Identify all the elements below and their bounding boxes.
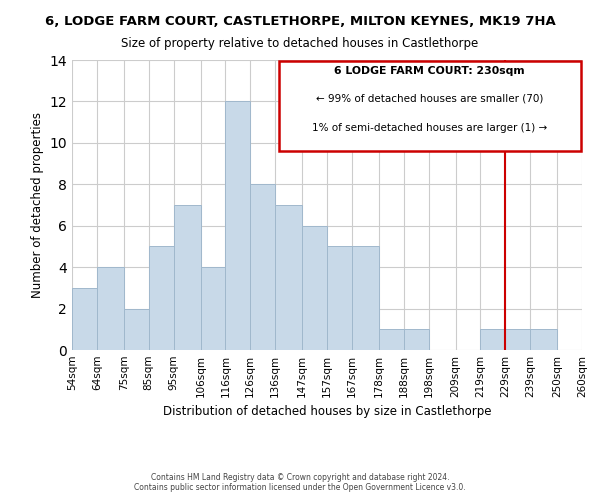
Y-axis label: Number of detached properties: Number of detached properties [31,112,44,298]
Bar [250,184,275,350]
Bar [530,330,557,350]
Text: 6 LODGE FARM COURT: 230sqm: 6 LODGE FARM COURT: 230sqm [334,66,525,76]
Bar [226,102,250,350]
Bar [201,267,226,350]
Bar [327,246,352,350]
Text: 6, LODGE FARM COURT, CASTLETHORPE, MILTON KEYNES, MK19 7HA: 6, LODGE FARM COURT, CASTLETHORPE, MILTO… [44,15,556,28]
Bar [404,330,428,350]
Bar [379,330,404,350]
Bar [72,288,97,350]
Text: ← 99% of detached houses are smaller (70): ← 99% of detached houses are smaller (70… [316,94,544,104]
Bar [97,267,124,350]
Text: Contains HM Land Registry data © Crown copyright and database right 2024.
Contai: Contains HM Land Registry data © Crown c… [134,473,466,492]
Bar [582,330,600,350]
Text: 1% of semi-detached houses are larger (1) →: 1% of semi-detached houses are larger (1… [312,123,547,133]
Bar [481,330,505,350]
X-axis label: Distribution of detached houses by size in Castlethorpe: Distribution of detached houses by size … [163,406,491,418]
Bar [302,226,327,350]
Bar [505,330,530,350]
Text: Size of property relative to detached houses in Castlethorpe: Size of property relative to detached ho… [121,38,479,51]
Bar [352,246,379,350]
FancyBboxPatch shape [278,60,581,152]
Bar [149,246,173,350]
Bar [275,205,302,350]
Bar [173,205,201,350]
Bar [124,308,149,350]
